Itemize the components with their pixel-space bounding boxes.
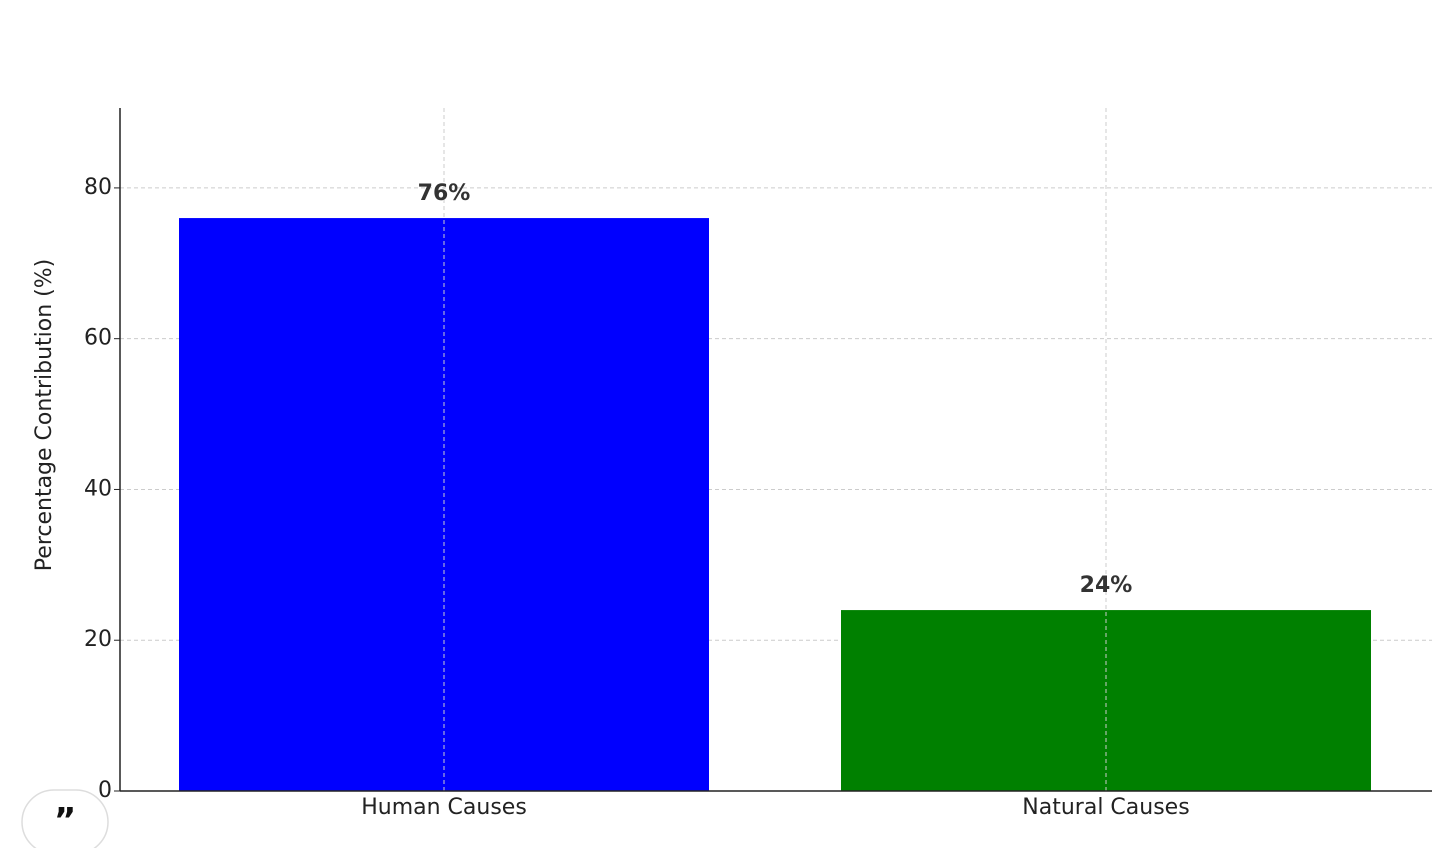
- y-tick-label: 40: [84, 476, 112, 501]
- y-tick-label: 20: [84, 627, 112, 652]
- y-tick-label: 0: [98, 778, 112, 803]
- bar: [841, 610, 1371, 791]
- x-tick-label: Natural Causes: [1022, 795, 1189, 820]
- value-label: 76%: [418, 181, 471, 206]
- quote-button[interactable]: ”: [21, 789, 109, 848]
- y-tick-label: 80: [84, 175, 112, 200]
- y-tick-label: 60: [84, 326, 112, 351]
- value-label: 24%: [1080, 573, 1133, 598]
- x-tick-label: Human Causes: [361, 795, 527, 820]
- quote-icon: ”: [54, 801, 76, 841]
- button-bg[interactable]: [21, 789, 109, 848]
- y-axis-label: Percentage Contribution (%): [32, 259, 57, 571]
